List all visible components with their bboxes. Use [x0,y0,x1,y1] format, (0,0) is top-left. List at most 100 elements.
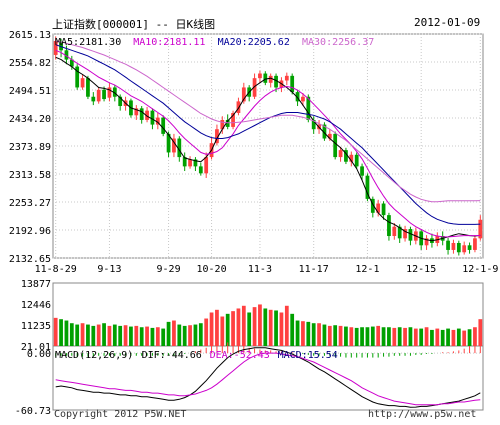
volume-bar [96,324,101,346]
candle-up [155,117,160,125]
candle-up [424,238,429,246]
volume-bar [456,328,461,346]
candle-down [354,154,359,167]
volume-bar [344,326,348,346]
candle-up [236,101,241,113]
candle-up [284,75,289,81]
macd-legend-dif: MACD(12,26,9) [55,350,133,361]
volume-bar [225,313,230,346]
candle-down [397,226,402,239]
price-tick-label: 2615.13 [9,30,51,41]
candle-down [344,150,348,162]
volume-bar [53,317,58,346]
candle-up [145,110,149,120]
volume-bar [134,325,139,346]
volume-bar [252,307,257,346]
volume-bar [430,329,434,346]
volume-tick-label: 11235 [21,321,51,332]
volume-bar [408,327,413,346]
price-tick-label: 2554.82 [9,58,51,69]
volume-bar [322,324,327,346]
candle-down [150,110,155,125]
candle-up [478,219,483,239]
volume-bar [155,327,160,346]
v-panel-frame [52,282,484,347]
volume-bar [478,319,483,346]
date-tick-label: 11-3 [248,264,272,275]
volume-bar [69,323,74,346]
candle-up [462,245,467,253]
candle-down [75,66,80,88]
volume-bar [172,320,176,346]
candle-up [188,159,192,167]
date-tick-label: 10-20 [197,264,227,275]
macd-tick-label: 0.00 [27,349,51,360]
chart-title: 上证指数[000001] -- 日K线图 [52,18,216,31]
volume-bar [80,323,85,346]
candle-down [467,245,472,250]
price-tick-label: 2434.20 [9,114,51,125]
candle-up [349,154,354,162]
volume-bar [139,327,144,346]
dif-line [55,347,481,408]
volume-bar [118,325,123,346]
candle-up [451,242,456,250]
volume-bar [75,324,80,346]
volume-bar [220,316,225,346]
volume-bar [424,327,429,346]
volume-bar [387,327,391,346]
volume-bar [467,329,472,346]
candle-down [360,166,364,176]
candle-down [370,198,375,213]
candle-down [408,229,413,241]
site-url: http://www.p5w.net [368,409,477,420]
copyright-text: Copyright 2012 P5W.NET [54,409,187,420]
volume-bar [177,324,182,346]
volume-bar [360,327,364,346]
candle-up [204,157,209,174]
volume-tick-label: 21.01 [21,342,51,353]
volume-bar [295,320,300,346]
volume-bar [392,327,397,346]
volume-bar [376,325,381,346]
volume-bar [349,327,354,346]
candle-down [225,119,230,127]
volume-bar [311,323,316,346]
date-tick-label: 9-13 [97,264,121,275]
ma-line-ma5 [55,56,481,242]
candle-up [473,238,477,250]
ma-line-ma30 [55,40,481,203]
volume-bar [198,323,203,346]
price-tick-label: 2494.51 [9,86,51,97]
candle-up [107,87,112,98]
candle-up [53,41,58,55]
candle-down [311,119,316,130]
volume-bar [462,330,467,346]
price-tick-label: 2253.27 [9,198,51,209]
volume-bar [327,325,332,346]
date-tick-label: 11-17 [299,264,329,275]
candle-up [268,75,273,83]
chart-date: 2012-01-09 [414,16,481,29]
candle-down [86,78,90,97]
candle-down [456,242,461,253]
candle-down [139,108,144,120]
legend-ma10: MA10:2181.11 [133,37,205,48]
volume-bar [397,327,402,346]
volume-bar [268,309,273,346]
volume-bar [446,328,450,346]
candle-up [301,96,305,102]
candle-down [69,59,74,67]
volume-bar [209,312,214,346]
volume-bar [182,325,187,346]
candle-up [252,78,257,97]
volume-bar [231,311,235,346]
candle-down [118,96,123,107]
volume-tick-label: 12446 [21,300,51,311]
candle-up [327,133,332,139]
volume-bar [263,308,268,346]
volume-bar [317,323,321,346]
candle-down [290,75,295,93]
volume-bar [440,329,445,346]
